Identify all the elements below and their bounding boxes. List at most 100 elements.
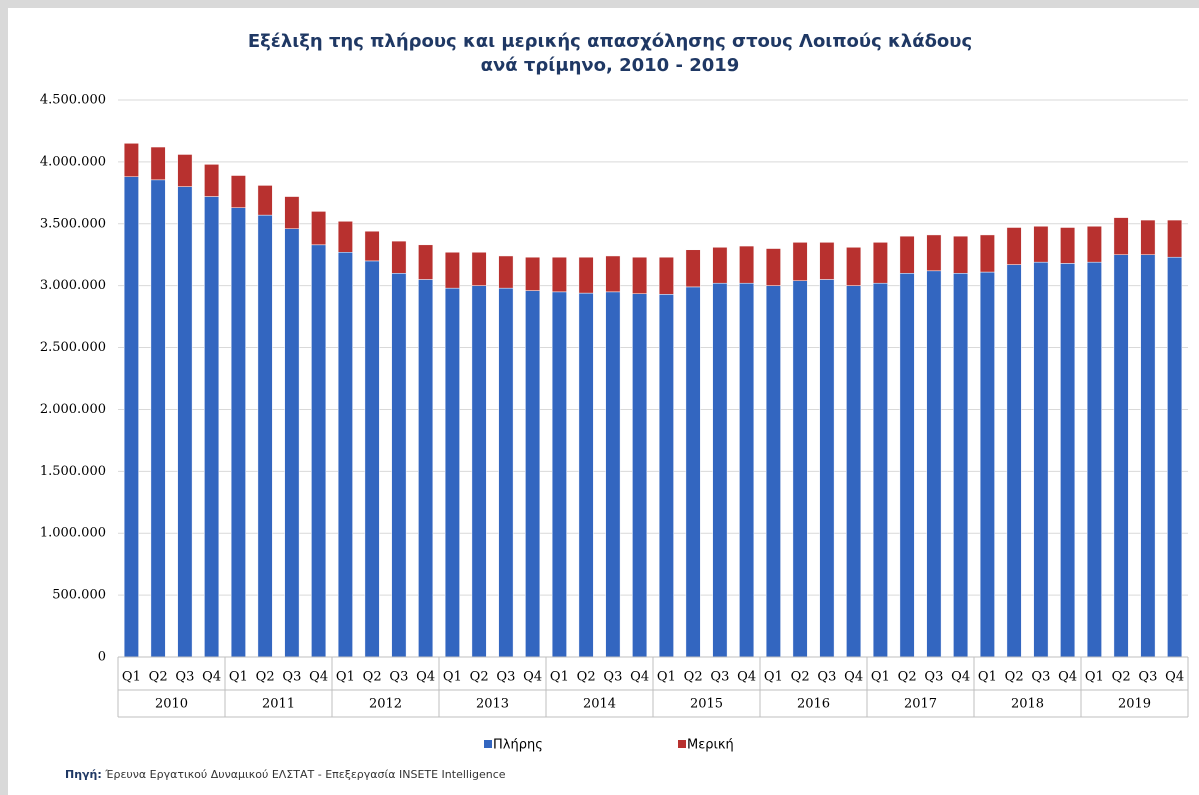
bar: [605, 291, 621, 658]
x-tick-label: Q3: [175, 670, 194, 685]
x-tick-label: Q4: [844, 670, 863, 685]
bar: [926, 270, 942, 658]
x-tick-label: Q2: [684, 670, 703, 685]
bar: [150, 146, 166, 181]
bar: [525, 290, 541, 658]
bar: [337, 251, 353, 658]
bar: [792, 280, 808, 658]
bar: [551, 291, 567, 658]
bar: [204, 196, 220, 658]
x-tick-label: Q1: [978, 670, 997, 685]
bar: [872, 242, 888, 284]
bar: [311, 211, 327, 246]
bar: [1113, 217, 1129, 255]
y-tick-label: 3.000.000: [40, 278, 106, 293]
x-tick-label: Q2: [149, 670, 168, 685]
x-group-label: 2014: [583, 697, 616, 712]
bar: [846, 247, 862, 286]
bar: [739, 282, 755, 658]
x-tick-label: Q4: [309, 670, 328, 685]
chart-title: ανά τρίμηνο, 2010 - 2019: [481, 55, 740, 76]
x-group-label: 2017: [904, 697, 937, 712]
x-tick-label: Q4: [630, 670, 649, 685]
legend-swatch: [678, 740, 686, 748]
x-tick-label: Q1: [764, 670, 783, 685]
bar: [444, 251, 460, 289]
x-tick-label: Q1: [122, 670, 141, 685]
bar: [1033, 226, 1049, 263]
x-tick-label: Q1: [336, 670, 355, 685]
bar: [525, 256, 541, 291]
bar: [846, 285, 862, 658]
bar: [150, 179, 166, 658]
x-tick-label: Q4: [1165, 670, 1184, 685]
bar: [1033, 261, 1049, 658]
x-tick-label: Q3: [496, 670, 515, 685]
source: Πηγή: Έρευνα Εργατικού Δυναμικού ΕΛΣΤΑΤ …: [65, 768, 506, 781]
legend-label: Μερική: [687, 738, 734, 753]
bar: [819, 242, 835, 280]
x-group-label: 2013: [476, 697, 509, 712]
bar: [284, 228, 300, 658]
y-tick-label: 3.500.000: [40, 216, 106, 231]
x-tick-label: Q2: [1112, 670, 1131, 685]
bar: [872, 282, 888, 658]
x-tick-label: Q3: [817, 670, 836, 685]
y-tick-label: 0: [98, 650, 106, 665]
bar: [658, 294, 674, 658]
bar: [257, 185, 273, 216]
bar: [498, 287, 514, 658]
x-tick-label: Q1: [229, 670, 248, 685]
x-group-label: 2011: [262, 697, 295, 712]
bar: [471, 285, 487, 658]
bar: [632, 293, 648, 658]
x-tick-label: Q3: [1138, 670, 1157, 685]
bar: [230, 175, 246, 208]
bar: [1140, 254, 1156, 658]
bar: [979, 271, 995, 658]
bar: [204, 164, 220, 197]
legend-label: Πλήρης: [493, 738, 543, 753]
bar: [471, 251, 487, 286]
bar: [953, 235, 969, 274]
bar: [257, 214, 273, 658]
x-group-label: 2019: [1118, 697, 1151, 712]
x-tick-label: Q2: [791, 670, 810, 685]
chart-title: Εξέλιξη της πλήρους και μερικής απασχόλη…: [248, 31, 972, 52]
x-group-label: 2018: [1011, 697, 1044, 712]
x-tick-label: Q1: [550, 670, 569, 685]
bar: [953, 273, 969, 658]
x-group-label: 2012: [369, 697, 402, 712]
x-tick-label: Q2: [363, 670, 382, 685]
bar: [1167, 256, 1183, 658]
bar: [685, 286, 701, 658]
x-tick-label: Q1: [657, 670, 676, 685]
bar: [685, 249, 701, 288]
y-tick-label: 1.000.000: [40, 526, 106, 541]
x-tick-label: Q3: [389, 670, 408, 685]
bar: [1060, 227, 1076, 264]
x-tick-label: Q1: [871, 670, 890, 685]
x-tick-label: Q2: [898, 670, 917, 685]
bar: [792, 242, 808, 281]
bar: [926, 234, 942, 272]
bar: [177, 186, 193, 658]
x-tick-label: Q3: [924, 670, 943, 685]
bar: [578, 292, 594, 658]
bar: [819, 279, 835, 658]
bar: [632, 256, 648, 294]
x-tick-label: Q2: [1005, 670, 1024, 685]
bar: [418, 279, 434, 658]
x-tick-label: Q3: [710, 670, 729, 685]
bar: [311, 244, 327, 658]
x-tick-label: Q4: [416, 670, 435, 685]
bar: [337, 221, 353, 253]
x-group-label: 2015: [690, 697, 723, 712]
bar: [123, 143, 139, 177]
bar: [605, 255, 621, 293]
bar: [1086, 226, 1102, 263]
bar: [418, 244, 434, 280]
bar: [1006, 227, 1022, 265]
bar: [712, 282, 728, 658]
